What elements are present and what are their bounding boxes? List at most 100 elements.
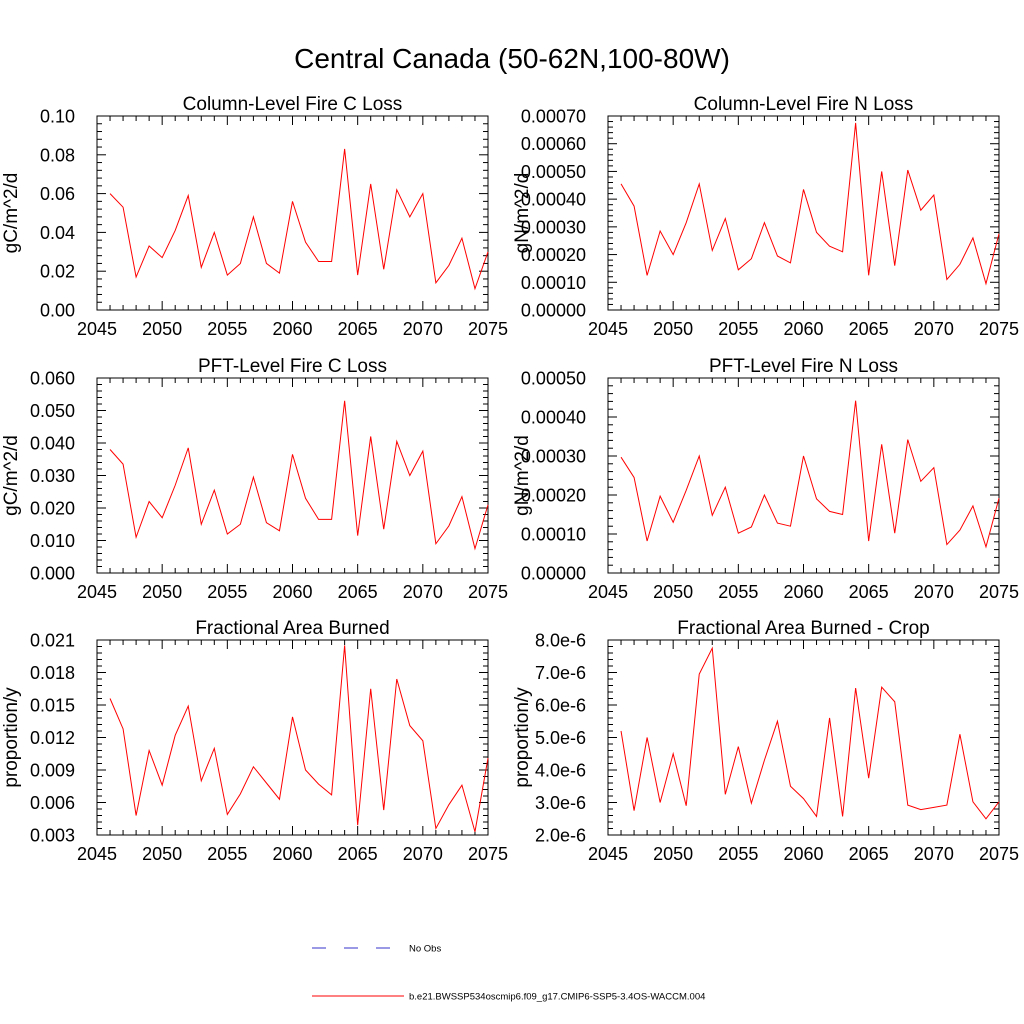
y-tick-label: 0.009 [30, 761, 75, 781]
x-tick-label: 2050 [653, 582, 693, 602]
x-tick-label: 2070 [914, 582, 954, 602]
x-tick-label: 2070 [403, 319, 443, 339]
x-tick-label: 2075 [468, 319, 508, 339]
panel-2: Column-Level Fire N Loss gN/m^2/d 2045 2050… [512, 94, 1019, 339]
y-tick-label: 0.012 [30, 728, 75, 748]
x-tick-label: 2055 [718, 582, 758, 602]
y-tick-label: 0.00 [40, 301, 75, 321]
x-tick-label: 2060 [783, 844, 823, 864]
panel-title: Fractional Area Burned - Crop [677, 618, 929, 639]
y-tick-label: 0.060 [30, 369, 75, 389]
x-tick-label: 2055 [207, 319, 247, 339]
series-line-1 [109, 645, 489, 832]
series-line-1 [620, 122, 1000, 286]
x-tick-label: 2055 [718, 844, 758, 864]
legend-label-2: b.e21.BWSSP534oscmip6.f09_g17.CMIP6-SSP5… [409, 992, 705, 1003]
x-tick-label: 2065 [849, 319, 889, 339]
series-line-1 [109, 400, 489, 551]
x-tick-label: 2065 [849, 844, 889, 864]
x-tick-label: 2065 [338, 844, 378, 864]
legend: No Obs b.e21.BWSSP534oscmip6.f09_g17.CMIP… [312, 944, 705, 1003]
y-tick-label: 0.050 [30, 401, 75, 421]
y-tick-label: 0.00050 [521, 162, 586, 182]
y-tick-label: 0.003 [30, 826, 75, 846]
x-tick-label: 2070 [403, 582, 443, 602]
x-tick-label: 2065 [849, 582, 889, 602]
y-tick-label: 0.00000 [521, 301, 586, 321]
panel-title: Fractional Area Burned [195, 618, 389, 639]
y-axis-label: gC/m^2/d [1, 173, 22, 254]
y-tick-label: 0.021 [30, 631, 75, 651]
y-tick-label: 5.0e-6 [535, 728, 586, 748]
y-tick-label: 0.015 [30, 696, 75, 716]
y-tick-label: 0.018 [30, 663, 75, 683]
y-tick-label: 6.0e-6 [535, 696, 586, 716]
y-tick-label: 0.00030 [521, 217, 586, 237]
x-tick-label: 2075 [979, 319, 1019, 339]
x-tick-label: 2050 [653, 844, 693, 864]
y-tick-label: 0.04 [40, 223, 75, 243]
y-tick-label: 0.06 [40, 184, 75, 204]
x-tick-label: 2070 [914, 844, 954, 864]
y-tick-label: 0.00040 [521, 190, 586, 210]
y-axis-label: gC/m^2/d [1, 435, 22, 516]
x-tick-label: 2060 [783, 319, 823, 339]
series-line-1 [620, 400, 1000, 549]
y-tick-label: 0.00040 [521, 408, 586, 428]
x-tick-label: 2065 [338, 319, 378, 339]
series-line-1 [109, 148, 489, 291]
y-tick-label: 0.00010 [521, 273, 586, 293]
x-tick-label: 2045 [588, 319, 628, 339]
x-tick-label: 2045 [588, 582, 628, 602]
y-tick-label: 4.0e-6 [535, 761, 586, 781]
x-tick-label: 2075 [979, 844, 1019, 864]
x-tick-label: 2060 [272, 582, 312, 602]
y-tick-label: 0.00050 [521, 369, 586, 389]
y-tick-label: 0.00060 [521, 134, 586, 154]
y-tick-label: 2.0e-6 [535, 826, 586, 846]
panel-title: PFT-Level Fire N Loss [709, 356, 898, 377]
x-tick-label: 2045 [77, 582, 117, 602]
y-tick-label: 0.00070 [521, 107, 586, 127]
panel-title: Column-Level Fire C Loss [183, 94, 403, 115]
y-tick-label: 0.00000 [521, 564, 586, 584]
y-tick-label: 0.00010 [521, 525, 586, 545]
y-tick-label: 0.020 [30, 499, 75, 519]
y-tick-label: 0.000 [30, 564, 75, 584]
y-tick-label: 0.10 [40, 107, 75, 127]
x-tick-label: 2060 [272, 319, 312, 339]
x-tick-label: 2045 [588, 844, 628, 864]
x-tick-label: 2060 [783, 582, 823, 602]
y-tick-label: 8.0e-6 [535, 631, 586, 651]
panel-6: Fractional Area Burned - Crop proportion/… [512, 618, 1019, 864]
y-axis-label: proportion/y [1, 687, 22, 788]
y-axis-label: gN/m^2/d [512, 173, 533, 254]
x-tick-label: 2055 [207, 844, 247, 864]
x-tick-label: 2070 [403, 844, 443, 864]
panel-5: Fractional Area Burned proportion/y 2045 20… [1, 618, 508, 864]
y-tick-label: 0.00030 [521, 447, 586, 467]
x-tick-label: 2060 [272, 844, 312, 864]
y-axis-label: gN/m^2/d [512, 435, 533, 516]
x-tick-label: 2055 [207, 582, 247, 602]
x-tick-label: 2045 [77, 844, 117, 864]
x-tick-label: 2050 [142, 844, 182, 864]
series-line-1 [620, 646, 1000, 820]
panel-title: PFT-Level Fire C Loss [198, 356, 387, 377]
y-axis-label: proportion/y [512, 687, 533, 788]
x-tick-label: 2065 [338, 582, 378, 602]
y-tick-label: 0.02 [40, 262, 75, 282]
panel-title: Column-Level Fire N Loss [694, 94, 914, 115]
x-tick-label: 2050 [142, 582, 182, 602]
x-tick-label: 2050 [653, 319, 693, 339]
x-tick-label: 2055 [718, 319, 758, 339]
x-tick-label: 2050 [142, 319, 182, 339]
panel-4: PFT-Level Fire N Loss gN/m^2/d 2045 2050 205… [512, 356, 1019, 602]
x-tick-label: 2075 [468, 582, 508, 602]
x-tick-label: 2045 [77, 319, 117, 339]
legend-label-1: No Obs [409, 944, 441, 955]
y-tick-label: 0.006 [30, 793, 75, 813]
x-tick-label: 2070 [914, 319, 954, 339]
